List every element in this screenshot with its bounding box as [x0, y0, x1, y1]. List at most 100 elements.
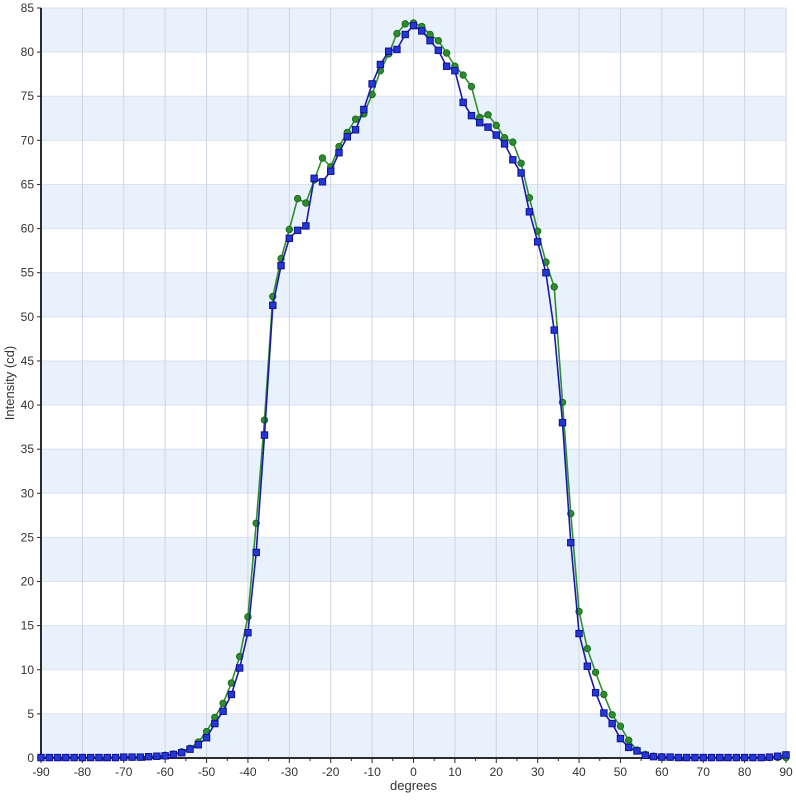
y-tick-label: 40 [21, 398, 35, 412]
blue-series-marker [260, 431, 269, 439]
y-tick-label: 30 [21, 486, 35, 500]
green-series-marker [434, 36, 443, 45]
blue-series-marker [591, 689, 600, 697]
blue-series-marker [376, 60, 385, 69]
blue-series-marker [244, 629, 252, 637]
blue-series-marker [161, 752, 169, 760]
blue-series-marker [169, 750, 178, 759]
blue-series-marker [682, 753, 691, 762]
x-tick-label: -30 [281, 765, 299, 779]
blue-series-marker [517, 169, 525, 177]
y-tick-label: 10 [21, 663, 35, 677]
x-tick-label: 40 [572, 765, 586, 779]
green-series-marker [517, 159, 525, 167]
blue-series-marker [128, 753, 136, 761]
blue-series-marker [269, 301, 277, 310]
blue-series-marker [476, 119, 484, 127]
blue-series-marker [327, 167, 335, 175]
blue-series-marker [616, 734, 625, 743]
y-tick-label: 20 [21, 575, 35, 589]
blue-series-marker [426, 36, 434, 45]
blue-series-marker [716, 753, 724, 762]
blue-series-marker [633, 747, 641, 755]
blue-series-marker [558, 419, 567, 427]
blue-series-marker [227, 690, 236, 699]
blue-series-marker [360, 105, 368, 114]
x-tick-label: -40 [239, 765, 257, 779]
green-series-marker [492, 121, 500, 130]
x-tick-label: -10 [363, 765, 381, 779]
blue-series-marker [409, 21, 418, 30]
x-tick-label: 20 [490, 765, 504, 779]
blue-series-marker [178, 749, 186, 757]
blue-series-marker [509, 156, 517, 164]
green-series-marker [550, 283, 558, 291]
blue-series-marker [211, 719, 219, 728]
y-tick-label: 15 [21, 619, 35, 633]
blue-series-marker [401, 30, 409, 39]
blue-series-marker [567, 539, 575, 547]
green-series-marker [625, 736, 633, 745]
blue-series-marker [658, 753, 666, 761]
blue-series-marker [186, 745, 194, 753]
blue-series-marker [62, 753, 70, 762]
blue-series-marker [384, 47, 393, 55]
green-series-marker [442, 49, 451, 57]
green-series-marker [293, 194, 302, 203]
y-tick-label: 35 [21, 442, 35, 456]
y-tick-label: 80 [21, 45, 35, 59]
blue-series-marker [782, 751, 790, 759]
blue-series-marker [608, 719, 616, 728]
x-axis-label: degrees [390, 778, 437, 793]
y-tick-label: 0 [27, 751, 34, 765]
green-series-marker [583, 644, 592, 653]
x-tick-label: -60 [156, 765, 174, 779]
blue-series-marker [467, 111, 476, 120]
y-tick-label: 65 [21, 177, 35, 191]
green-series-marker [484, 111, 492, 119]
blue-series-marker [724, 753, 732, 762]
x-tick-label: 80 [738, 765, 752, 779]
blue-series-marker [533, 238, 542, 246]
blue-series-marker [95, 753, 103, 762]
green-series-marker [351, 115, 360, 123]
x-tick-label: -90 [32, 765, 50, 779]
blue-series-marker [625, 743, 633, 752]
blue-series-marker [351, 126, 360, 134]
blue-series-marker [691, 753, 699, 762]
blue-series-marker [674, 753, 683, 762]
x-tick-label: 10 [448, 765, 462, 779]
blue-series-marker [343, 133, 351, 141]
blue-series-marker [318, 178, 327, 186]
blue-series-marker [707, 753, 716, 762]
y-axis-label: Intensity (cd) [2, 346, 17, 420]
y-tick-label: 85 [21, 1, 35, 15]
green-series-marker [459, 71, 467, 79]
blue-series-marker [111, 753, 120, 762]
y-tick-label: 60 [21, 222, 35, 236]
y-tick-label: 25 [21, 530, 35, 544]
blue-series-marker [310, 174, 318, 182]
blue-series-marker [649, 752, 658, 761]
x-tick-label: -20 [322, 765, 340, 779]
y-tick-label: 75 [21, 89, 35, 103]
blue-series-marker [451, 66, 459, 75]
x-tick-label: 50 [614, 765, 628, 779]
blue-series-marker [45, 753, 53, 762]
blue-series-marker [583, 662, 592, 670]
blue-series-marker [335, 149, 343, 157]
y-tick-label: 55 [21, 266, 35, 280]
blue-series-marker [53, 753, 62, 762]
blue-series-marker [442, 62, 451, 70]
y-tick-label: 70 [21, 133, 35, 147]
blue-series-marker [235, 664, 244, 672]
blue-series-marker [699, 753, 707, 762]
x-tick-label: 60 [655, 765, 669, 779]
blue-series-marker [600, 709, 608, 717]
green-series-marker [616, 722, 625, 730]
green-series-marker [591, 668, 600, 677]
blue-series-marker [641, 751, 649, 760]
green-series-marker [302, 199, 310, 207]
blue-series-marker [194, 741, 202, 749]
blue-series-marker [765, 753, 774, 761]
